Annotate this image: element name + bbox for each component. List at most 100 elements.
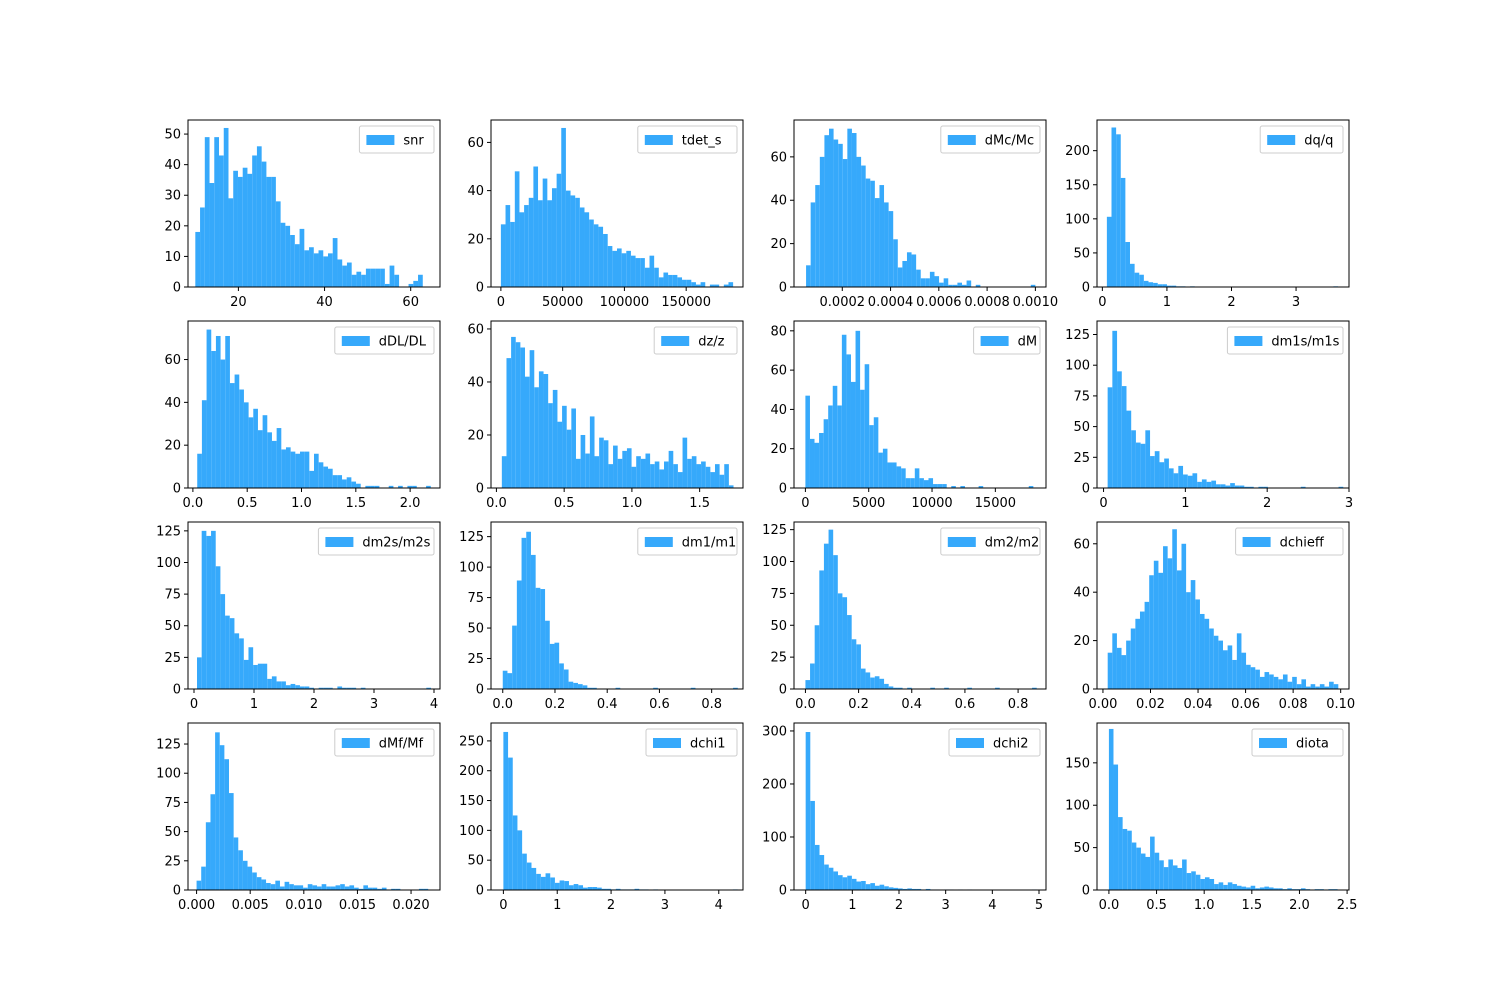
histogram-bar <box>805 732 811 890</box>
x-tick-label: 0.5 <box>1146 898 1167 913</box>
histogram-bar <box>573 682 578 689</box>
histogram-bar <box>668 274 673 287</box>
histogram-bar <box>234 633 240 689</box>
axes-frame <box>1096 320 1350 489</box>
histogram-bar <box>1264 672 1270 689</box>
legend-swatch <box>947 135 976 145</box>
histogram-bar <box>677 277 683 287</box>
y-tick-label: 50 <box>1073 420 1090 435</box>
y-tick-label: 0 <box>476 281 484 296</box>
histogram-bar <box>874 676 880 689</box>
histogram-bar <box>354 887 359 890</box>
histogram-bar <box>388 485 394 488</box>
legend-box <box>1235 527 1344 556</box>
histogram-bar <box>1218 882 1224 890</box>
histogram-bar <box>851 878 857 890</box>
y-tick-label: 40 <box>770 194 787 209</box>
y-tick-label: 40 <box>164 396 181 411</box>
histogram-bar <box>351 687 357 689</box>
legend-box <box>637 125 738 154</box>
histogram-bar <box>1139 274 1144 287</box>
axes-frame <box>490 119 744 288</box>
legend-box <box>1226 326 1344 355</box>
histogram-bar <box>701 461 706 488</box>
histogram-bar <box>318 462 324 488</box>
legend-box <box>334 728 435 757</box>
histogram-bar <box>285 447 291 488</box>
histogram-bar <box>815 185 820 287</box>
histogram-bar <box>290 235 295 287</box>
histogram-bar <box>1306 686 1311 689</box>
histogram-bar <box>294 244 300 287</box>
histogram-bar <box>253 408 258 488</box>
histogram-bar <box>540 876 546 890</box>
histogram-bar <box>568 681 574 689</box>
histogram-bar <box>975 284 981 287</box>
histogram-bar <box>326 886 331 890</box>
x-tick-label: 1 <box>848 898 856 913</box>
histogram-bar <box>370 485 375 488</box>
x-tick-label: 2 <box>1227 295 1235 310</box>
histogram-bar <box>873 417 879 488</box>
histogram-bar <box>957 282 962 287</box>
legend-label: dchi1 <box>690 737 726 752</box>
histogram-bar <box>832 385 838 488</box>
x-tick-label: 2 <box>1263 496 1271 511</box>
x-tick-label: 0.2 <box>848 697 869 712</box>
histogram-bar <box>502 670 508 689</box>
histogram-bar <box>328 687 333 689</box>
histogram-bar <box>1178 465 1184 488</box>
histogram-bar <box>598 226 604 287</box>
histogram-bar <box>516 580 522 689</box>
y-tick-label: 250 <box>459 734 484 749</box>
histogram-bar <box>1112 633 1117 689</box>
histogram-bar <box>1107 387 1113 488</box>
histogram-bar <box>1032 687 1037 689</box>
histogram-bar <box>573 884 579 890</box>
histogram-bar <box>562 405 567 488</box>
histogram-bar <box>197 453 202 488</box>
histogram-bar <box>923 480 929 488</box>
subplot-tdet-s: 0 50000 100000 150000 0 20 40 60 tdet_s <box>467 119 744 310</box>
histogram-bar <box>1134 272 1140 287</box>
histogram-bar <box>920 278 926 287</box>
y-tick-label: 100 <box>156 767 181 782</box>
histogram-bar <box>951 486 956 488</box>
histogram-bar <box>356 271 362 287</box>
histogram-bar <box>233 170 238 287</box>
histogram-bar <box>391 888 396 890</box>
histogram-bar <box>654 461 660 488</box>
histogram-bar <box>512 815 518 890</box>
histogram-bar <box>691 282 696 287</box>
legend: dm2s/m2s <box>317 527 435 556</box>
histogram-bar <box>615 888 621 890</box>
histogram-bar <box>200 207 205 287</box>
histogram-bar <box>1197 481 1202 488</box>
x-tick-label: 2.0 <box>1289 898 1310 913</box>
histogram-bar <box>1206 481 1212 488</box>
x-tick-label: 40 <box>316 295 333 310</box>
x-tick-label: 3 <box>370 697 378 712</box>
x-tick-label: 0.06 <box>1231 697 1260 712</box>
histogram-bar <box>225 615 230 689</box>
x-tick-label: 1.0 <box>1194 898 1215 913</box>
y-tick-label: 200 <box>762 777 787 792</box>
histogram-bar <box>261 161 267 287</box>
histogram-bar <box>1163 546 1168 689</box>
histogram-bar <box>1249 486 1254 488</box>
subplot-dm2-m2: 0.0 0.2 0.4 0.6 0.8 0 25 50 75 100 125 dm2/m2 <box>762 521 1047 712</box>
histogram-bar <box>967 687 972 689</box>
histogram-bar <box>1028 486 1034 488</box>
histogram-bar <box>659 469 665 488</box>
histogram-bar <box>1315 686 1320 689</box>
histogram-bar <box>833 555 838 689</box>
histogram-bar <box>823 419 829 488</box>
histogram-bar <box>589 416 595 488</box>
y-tick-label: 75 <box>164 588 181 603</box>
legend-label: dm1/m1 <box>682 536 737 551</box>
y-tick-label: 75 <box>1073 389 1090 404</box>
histogram-bar <box>536 873 541 890</box>
histogram-bar <box>367 887 373 890</box>
histogram-bar <box>809 438 815 488</box>
histogram-bar <box>551 188 557 287</box>
